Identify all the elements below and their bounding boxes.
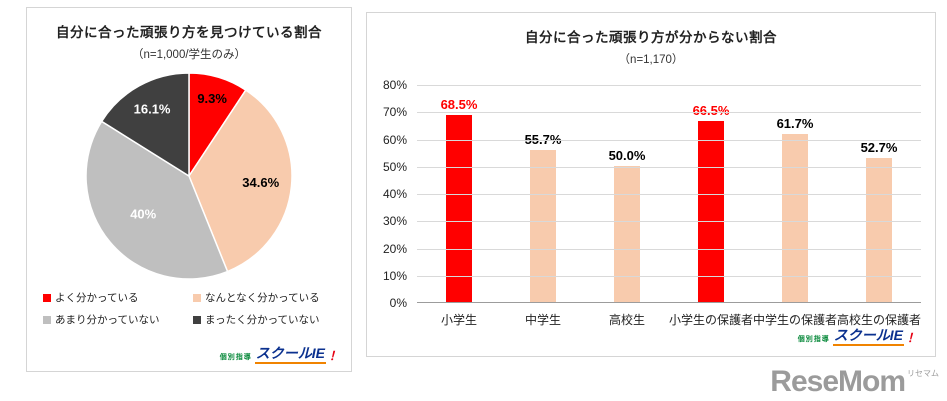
- pie-slice-label-2: 40%: [130, 206, 156, 221]
- bar-column-5: 52.7%: [837, 85, 921, 302]
- bar-column-2: 50.0%: [585, 85, 669, 302]
- bar-0: [446, 115, 472, 302]
- gridline: [417, 166, 921, 168]
- legend-label-3: まったく分かっていない: [205, 314, 320, 326]
- y-tick-40%: 40%: [382, 187, 407, 201]
- y-tick-70%: 70%: [382, 105, 407, 120]
- bar-column-3: 66.5%: [669, 85, 753, 302]
- pie-chart-subtitle: （n=1,000/学生のみ）: [131, 49, 247, 61]
- x-label-3: 小学生の保護者: [668, 313, 753, 327]
- legend-label-1: なんとなく分かっている: [205, 292, 320, 304]
- bar-1: [530, 150, 556, 302]
- school-ie-logo: 個別指導 スクールIE ！: [219, 345, 341, 364]
- bar-column-0: 68.5%: [417, 85, 501, 302]
- school-ie-prefix-label: 個別指導: [797, 336, 830, 343]
- x-label-1: 中学生: [524, 313, 561, 327]
- school-ie-accent-mark: ！: [906, 331, 919, 345]
- y-tick-50%: 50%: [382, 159, 407, 174]
- legend-swatch-2: [43, 315, 51, 324]
- bar-4: [782, 133, 808, 302]
- legend-item-1: なんとなく分かっている: [193, 290, 339, 305]
- pie-slice-1: [188, 89, 293, 273]
- y-tick-0%: 0%: [389, 296, 407, 310]
- gridline: [417, 112, 921, 114]
- school-ie-name-label: スクールIE: [254, 345, 326, 364]
- x-label-4: 中学生の保護者: [752, 313, 837, 327]
- gridline: [417, 275, 921, 277]
- resemom-logo: ReseMom リセマム: [770, 367, 939, 397]
- bar-chart: 80% 70% 60% 50% 40% 30% 20% 10% 0% 68.5% 55.7% 50.…: [367, 75, 935, 327]
- gridline: [417, 194, 921, 195]
- school-ie-prefix-label: 個別指導: [219, 354, 252, 361]
- pie-chart-title: 自分に合った頑張り方を見つけている割合: [56, 25, 322, 40]
- x-label-0: 小学生: [440, 313, 477, 327]
- bar-3: [698, 120, 724, 302]
- legend-swatch-0: [43, 293, 51, 302]
- y-tick-20%: 20%: [382, 241, 407, 256]
- bar-chart-subtitle: （n=1,170）: [618, 54, 684, 66]
- bar-5: [866, 158, 892, 302]
- legend-label-0: よく分かっている: [55, 292, 139, 304]
- bar-value-label-0: 68.5%: [440, 97, 478, 113]
- legend-swatch-1: [193, 293, 201, 302]
- school-ie-logo: 個別指導 スクールIE ！: [797, 327, 919, 346]
- pie-chart: 9.3% 34.6% 40% 16.1%: [85, 72, 293, 280]
- y-tick-30%: 30%: [382, 214, 407, 229]
- x-label-5: 高校生の保護者: [836, 313, 921, 327]
- school-ie-accent-mark: ！: [328, 349, 341, 363]
- y-axis: 80% 70% 60% 50% 40% 30% 20% 10% 0%: [367, 78, 411, 310]
- gridline: [417, 85, 921, 86]
- bar-value-label-3: 66.5%: [692, 102, 730, 118]
- pie-slice-label-1: 34.6%: [242, 175, 279, 190]
- legend-label-2: あまり分かっていない: [55, 314, 160, 326]
- pie-slice-label-3: 16.1%: [134, 101, 171, 116]
- resemom-katakana-label: リセマム: [907, 369, 939, 378]
- y-tick-60%: 60%: [382, 132, 407, 147]
- gridline: [417, 221, 921, 223]
- pie-slice-2: [85, 120, 229, 280]
- bar-column-4: 61.7%: [753, 85, 837, 302]
- pie-legend: よく分かっている なんとなく分かっているあまり分かっていない まったく分かっていない: [43, 290, 339, 327]
- pie-slice-3: [100, 72, 190, 178]
- legend-item-0: よく分かっている: [43, 290, 189, 305]
- pie-chart-panel: 自分に合った頑張り方を見つけている割合 （n=1,000/学生のみ） 9.3% 3…: [26, 7, 352, 372]
- pie-slice-label-0: 9.3%: [197, 91, 227, 106]
- x-axis-labels: 小学生 中学生 高校生 小学生の保護者 中学生の保護者 高校生の保護者: [417, 311, 921, 328]
- bar-value-label-2: 50.0%: [608, 147, 646, 163]
- gridline: [417, 248, 921, 250]
- y-tick-80%: 80%: [382, 78, 407, 92]
- legend-swatch-3: [193, 315, 201, 324]
- bar-value-label-5: 52.7%: [860, 140, 898, 156]
- y-tick-10%: 10%: [382, 268, 407, 283]
- bar-chart-panel: 自分に合った頑張り方が分からない割合 （n=1,170） 80% 70% 60% 50…: [366, 12, 936, 357]
- school-ie-name-label: スクールIE: [832, 327, 904, 346]
- bar-value-label-4: 61.7%: [776, 115, 814, 131]
- gridline: [417, 139, 921, 141]
- bar-2: [614, 165, 640, 302]
- resemom-wordmark: ReseMom: [770, 365, 906, 398]
- legend-item-2: あまり分かっていない: [43, 312, 189, 327]
- plot-area: 68.5% 55.7% 50.0% 66.5% 61.7% 52.7%: [417, 85, 921, 303]
- x-label-2: 高校生: [608, 313, 645, 327]
- bar-chart-title: 自分に合った頑張り方が分からない割合: [525, 30, 777, 45]
- legend-item-3: まったく分かっていない: [193, 312, 339, 327]
